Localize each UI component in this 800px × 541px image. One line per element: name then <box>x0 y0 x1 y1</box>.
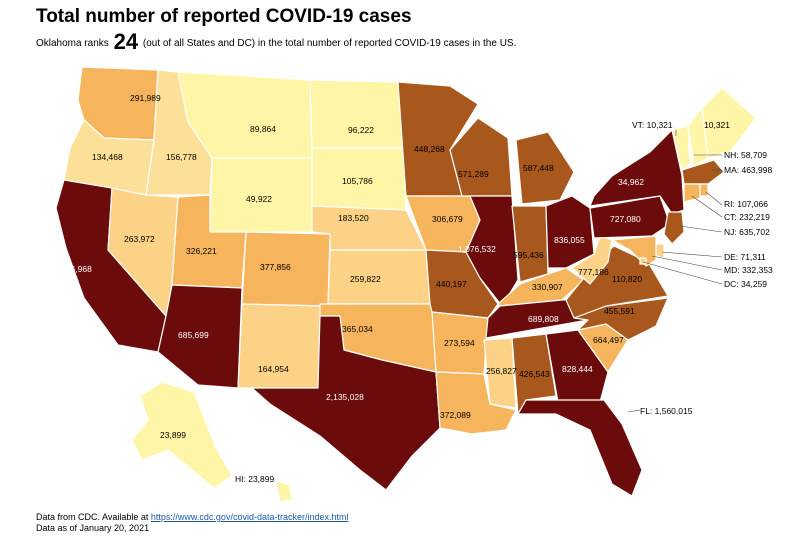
label-WA: 291,989 <box>130 93 161 103</box>
state-OH[interactable] <box>545 195 595 269</box>
state-NC[interactable] <box>573 297 669 341</box>
state-value-labels: 291,989 134,468 2,996,968 156,778 263,97… <box>54 93 730 440</box>
label-IA: 306,679 <box>432 214 463 224</box>
label-PA: 727,080 <box>610 214 641 224</box>
label-WY: 49,922 <box>246 194 272 204</box>
state-NM[interactable] <box>237 303 323 389</box>
callout-DE: DE: 71,311 <box>724 252 766 262</box>
label-UT: 326,221 <box>186 246 217 256</box>
state-VT[interactable] <box>671 125 691 171</box>
state-NH[interactable] <box>687 107 709 167</box>
state-NJ[interactable] <box>663 211 685 245</box>
label-MT: 89,864 <box>250 124 276 134</box>
label-AK: 23,899 <box>160 430 186 440</box>
data-date: Data as of January 20, 2021 <box>36 523 150 533</box>
label-NE: 183,520 <box>338 213 369 223</box>
callout-MA: MA: 463,998 <box>724 165 772 175</box>
label-TN: 689,808 <box>528 314 559 324</box>
callout-NJ: NJ: 635,702 <box>724 227 770 237</box>
label-OK: 365,034 <box>342 324 373 334</box>
label-SD: 105,786 <box>342 176 373 186</box>
label-SC: 664,497 <box>593 335 624 345</box>
callout-CT: CT: 232,219 <box>724 212 770 222</box>
callout-HI: HI: 23,899 <box>235 474 274 484</box>
state-AL[interactable] <box>511 333 557 415</box>
rank-number: 24 <box>113 29 139 54</box>
label-NY: 34,962 <box>618 177 644 187</box>
source-line: Data from CDC. Available at https://www.… <box>36 512 348 523</box>
state-RI[interactable] <box>699 183 709 197</box>
source-footer: Data from CDC. Available at https://www.… <box>36 512 348 534</box>
callout-FL: FL: 1,560,015 <box>640 406 693 416</box>
label-CA: 2,996,968 <box>54 264 92 274</box>
state-MI[interactable] <box>515 131 575 205</box>
state-AK[interactable] <box>131 381 233 489</box>
label-WV: 777,186 <box>578 267 609 277</box>
callout-MD: MD: 332,353 <box>724 265 773 275</box>
callout-NH: NH: 58,709 <box>724 150 767 160</box>
state-TX[interactable] <box>251 315 441 491</box>
label-AR: 273,594 <box>444 338 475 348</box>
rank-prefix: Oklahoma ranks <box>36 38 109 49</box>
label-MO: 440,197 <box>436 279 467 289</box>
state-NY[interactable] <box>589 129 685 215</box>
label-TX: 2,135,028 <box>326 392 364 402</box>
label-NC: 455,591 <box>604 306 635 316</box>
state-DE[interactable] <box>655 243 665 259</box>
state-AZ[interactable] <box>157 284 243 389</box>
source-prefix: Data from CDC. Available at <box>36 512 149 522</box>
label-WI: 571,289 <box>458 169 489 179</box>
label-VA: 110,820 <box>612 274 642 284</box>
label-GA: 828,444 <box>562 364 593 374</box>
label-ID: 156,778 <box>166 152 197 162</box>
label-AL: 426,543 <box>519 369 550 379</box>
label-IL: 1,076,532 <box>458 244 496 254</box>
label-KS: 259,822 <box>350 274 381 284</box>
label-AZ: 685,699 <box>178 330 209 340</box>
label-LA: 372,089 <box>440 410 471 420</box>
label-IN: 595,436 <box>513 250 544 260</box>
label-CO: 377,856 <box>260 262 291 272</box>
state-LA[interactable] <box>435 371 517 435</box>
state-MS[interactable] <box>483 337 517 409</box>
rank-subtitle: Oklahoma ranks 24 (out of all States and… <box>36 31 517 53</box>
label-NM: 164,954 <box>258 364 289 374</box>
label-MN: 448,268 <box>414 144 445 154</box>
callout-leaders <box>627 130 723 413</box>
map-title: Total number of reported COVID-19 cases <box>36 6 412 27</box>
state-HI[interactable] <box>275 479 293 503</box>
label-MS: 256,827 <box>486 366 517 376</box>
callout-DC: DC: 34,259 <box>724 279 767 289</box>
state-MA[interactable] <box>681 159 725 185</box>
label-OH: 836,055 <box>554 235 585 245</box>
state-DC[interactable] <box>639 257 647 265</box>
rank-suffix: (out of all States and DC) in the total … <box>142 38 517 49</box>
label-NV: 263,972 <box>124 234 155 244</box>
state-FL[interactable] <box>517 399 643 497</box>
label-ND: 96,222 <box>348 125 374 135</box>
state-GA[interactable] <box>545 329 609 403</box>
state-ND[interactable] <box>309 79 405 149</box>
callout-VT: VT: 10,321 <box>632 120 673 130</box>
label-ME: 10,321 <box>704 120 730 130</box>
cdc-source-link[interactable]: https://www.cdc.gov/covid-data-tracker/i… <box>150 512 349 522</box>
callout-labels: VT: 10,321 NH: 58,709 MA: 463,998 RI: 10… <box>235 120 773 484</box>
label-KY: 330,907 <box>532 282 563 292</box>
callout-RI: RI: 107,066 <box>724 199 768 209</box>
label-OR: 134,468 <box>92 152 123 162</box>
state-CT[interactable] <box>683 183 701 203</box>
label-MI: 587,448 <box>523 163 554 173</box>
